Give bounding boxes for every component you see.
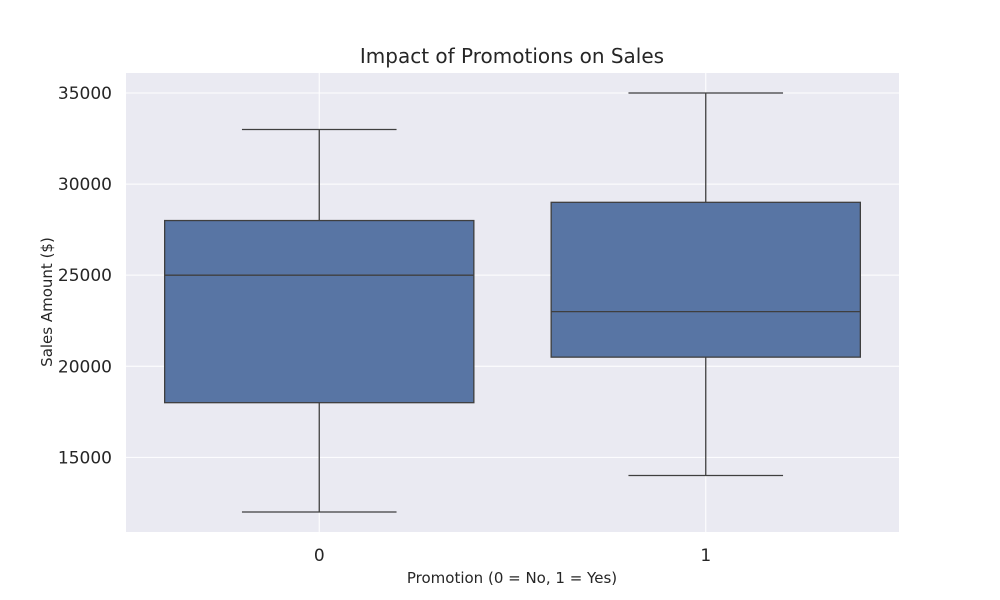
y-tick-label: 30000	[58, 175, 112, 195]
interquartile-box	[550, 201, 862, 358]
y-tick-label: 20000	[58, 357, 112, 377]
y-tick-label: 15000	[58, 448, 112, 468]
interquartile-box	[163, 219, 475, 404]
y-axis-label: Sales Amount ($)	[38, 237, 56, 367]
x-tick-label: 0	[314, 546, 325, 566]
x-axis-label: Promotion (0 = No, 1 = Yes)	[407, 569, 617, 587]
y-axis-ticks: 15000 20000 25000 30000 35000	[58, 84, 112, 468]
box-group-1	[550, 92, 862, 477]
box-group-0	[163, 128, 475, 513]
y-tick-label: 35000	[58, 84, 112, 104]
x-tick-label: 1	[700, 546, 711, 566]
chart-title: Impact of Promotions on Sales	[360, 44, 664, 68]
boxes	[163, 92, 862, 513]
y-tick-label: 25000	[58, 266, 112, 286]
